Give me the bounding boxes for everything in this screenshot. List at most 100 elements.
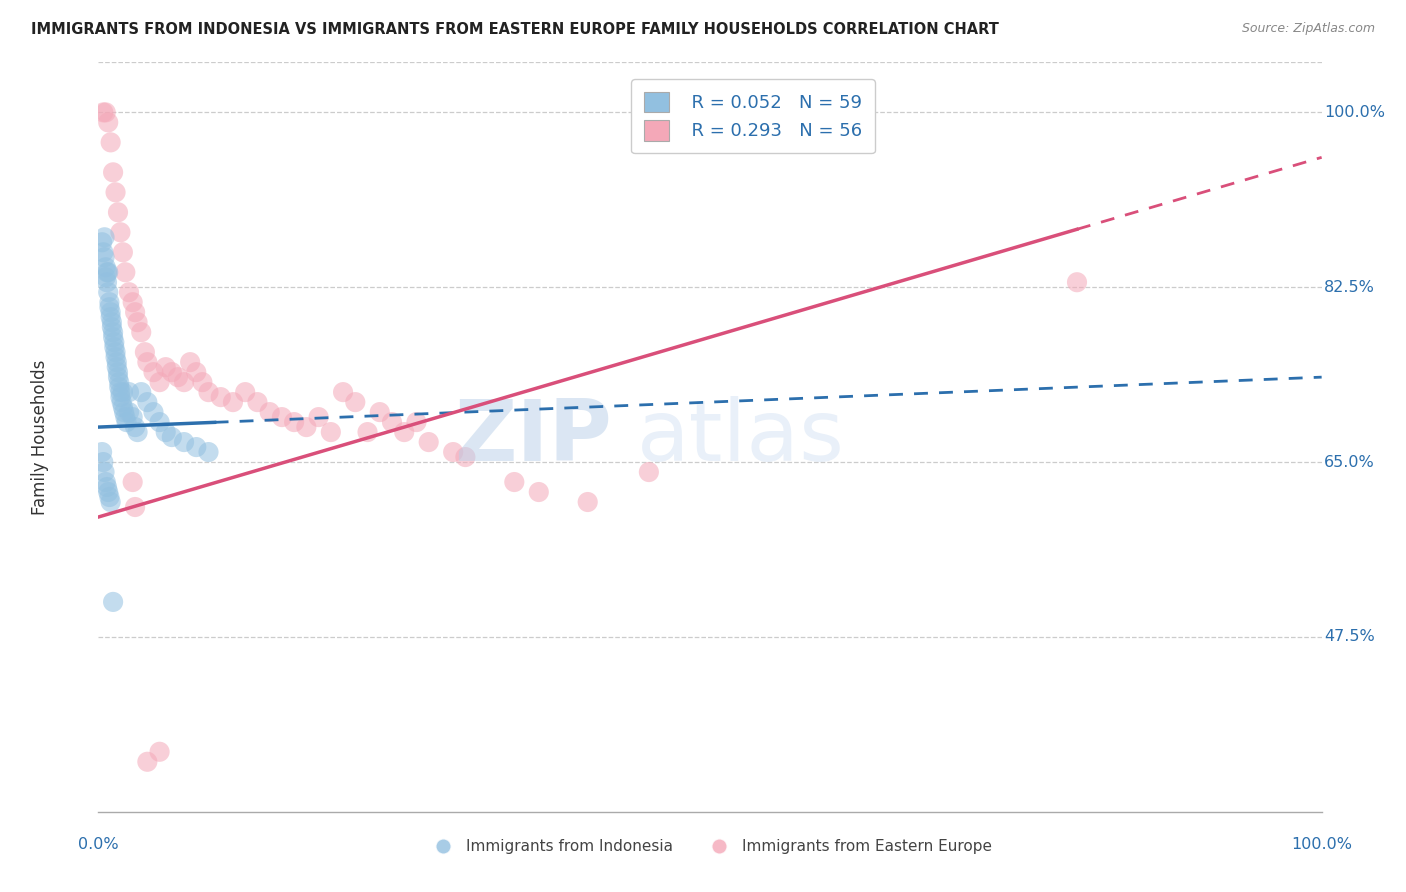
Point	[121, 410, 143, 425]
Point	[344, 395, 367, 409]
Point	[100, 305, 122, 319]
Point	[110, 390, 132, 404]
Point	[103, 335, 125, 350]
Point	[101, 595, 124, 609]
Point	[108, 375, 131, 389]
Point	[121, 295, 143, 310]
Point	[283, 415, 305, 429]
Point	[93, 465, 115, 479]
Point	[381, 415, 404, 429]
Point	[104, 186, 127, 200]
Point	[127, 315, 149, 329]
Point	[118, 405, 141, 419]
Point	[368, 405, 391, 419]
Text: 65.0%: 65.0%	[1324, 455, 1375, 469]
Point	[114, 410, 136, 425]
Point	[209, 390, 232, 404]
Point	[136, 355, 159, 369]
Point	[233, 385, 256, 400]
Text: ZIP: ZIP	[454, 395, 612, 479]
Point	[101, 330, 124, 344]
Point	[96, 480, 118, 494]
Point	[441, 445, 464, 459]
Point	[136, 395, 159, 409]
Point	[94, 260, 117, 275]
Text: 100.0%: 100.0%	[1291, 837, 1353, 852]
Point	[418, 435, 440, 450]
Point	[110, 385, 132, 400]
Point	[637, 465, 661, 479]
Point	[319, 425, 342, 439]
Point	[149, 375, 172, 389]
Point	[103, 340, 125, 354]
Point	[107, 205, 129, 219]
Point	[392, 425, 416, 439]
Point	[134, 345, 156, 359]
Point	[105, 355, 128, 369]
Point	[101, 325, 124, 339]
Text: atlas: atlas	[637, 395, 845, 479]
Point	[142, 405, 165, 419]
Point	[101, 320, 124, 334]
Point	[405, 415, 427, 429]
Point	[191, 375, 214, 389]
Point	[91, 105, 114, 120]
Point	[356, 425, 378, 439]
Point	[121, 475, 143, 489]
Point	[197, 445, 219, 459]
Point	[98, 490, 121, 504]
Point	[115, 415, 138, 429]
Point	[149, 415, 172, 429]
Point	[197, 385, 219, 400]
Point	[107, 365, 129, 379]
Point	[173, 375, 195, 389]
Point	[118, 285, 141, 300]
Point	[136, 755, 159, 769]
Point	[97, 285, 120, 300]
Point	[111, 395, 134, 409]
Text: Family Households: Family Households	[31, 359, 49, 515]
Point	[100, 310, 122, 325]
Point	[104, 345, 127, 359]
Text: IMMIGRANTS FROM INDONESIA VS IMMIGRANTS FROM EASTERN EUROPE FAMILY HOUSEHOLDS CO: IMMIGRANTS FROM INDONESIA VS IMMIGRANTS …	[31, 22, 998, 37]
Point	[100, 136, 122, 150]
Point	[160, 365, 183, 379]
Point	[503, 475, 526, 489]
Point	[173, 435, 195, 450]
Point	[94, 105, 117, 120]
Point	[96, 275, 118, 289]
Point	[155, 360, 177, 375]
Point	[259, 405, 281, 419]
Point	[98, 300, 121, 314]
Point	[124, 500, 146, 514]
Point	[527, 485, 550, 500]
Point	[167, 370, 190, 384]
Point	[142, 365, 165, 379]
Point	[246, 395, 269, 409]
Point	[93, 230, 115, 244]
Point	[295, 420, 318, 434]
Point	[186, 365, 208, 379]
Point	[112, 405, 135, 419]
Point	[104, 350, 127, 364]
Point	[94, 475, 117, 489]
Point	[93, 250, 115, 264]
Point	[118, 385, 141, 400]
Point	[129, 325, 152, 339]
Point	[97, 115, 120, 129]
Point	[149, 745, 172, 759]
Point	[97, 485, 120, 500]
Text: Source: ZipAtlas.com: Source: ZipAtlas.com	[1241, 22, 1375, 36]
Point	[1066, 275, 1088, 289]
Point	[108, 380, 131, 394]
Point	[308, 410, 330, 425]
Point	[94, 270, 117, 285]
Point	[114, 265, 136, 279]
Point	[124, 305, 146, 319]
Legend: Immigrants from Indonesia, Immigrants from Eastern Europe: Immigrants from Indonesia, Immigrants fr…	[422, 833, 998, 860]
Text: 47.5%: 47.5%	[1324, 630, 1375, 644]
Point	[332, 385, 354, 400]
Point	[111, 385, 134, 400]
Point	[100, 495, 122, 509]
Point	[127, 425, 149, 439]
